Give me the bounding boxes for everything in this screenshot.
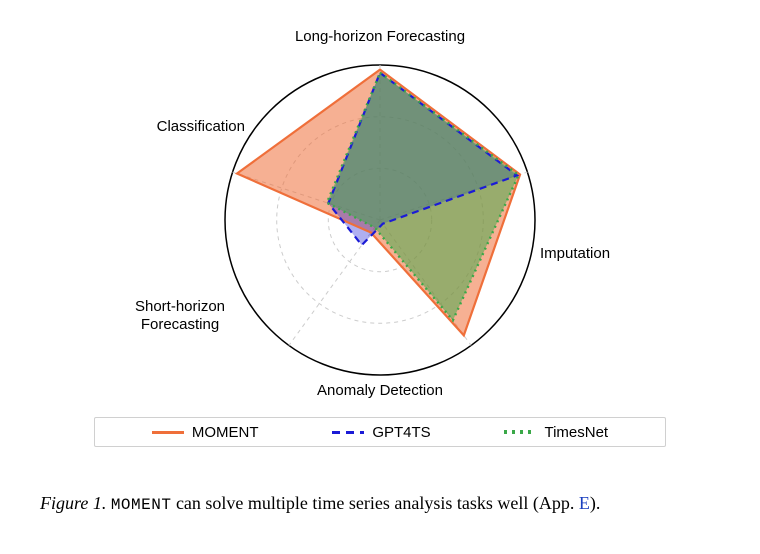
caption-model-name: MOMENT (111, 496, 172, 514)
caption-fig-label: Figure 1. (40, 493, 106, 513)
legend-label-moment: MOMENT (192, 424, 259, 441)
legend-swatch-moment (152, 431, 184, 434)
figure-caption: Figure 1. MOMENT can solve multiple time… (40, 490, 720, 517)
radar-chart: Long-horizon Forecasting Imputation Anom… (50, 10, 710, 410)
axis-label-imputation: Imputation (540, 245, 650, 263)
legend-item-gpt4ts: GPT4TS (332, 424, 430, 441)
caption-text-end: ). (590, 493, 601, 513)
axis-label-long-horizon: Long-horizon Forecasting (263, 28, 497, 46)
caption-text-mid: can solve multiple time series analysis … (171, 493, 578, 513)
legend-swatch-gpt4ts (332, 431, 364, 434)
legend-label-gpt4ts: GPT4TS (372, 424, 430, 441)
legend-item-moment: MOMENT (152, 424, 259, 441)
radar-svg (50, 10, 710, 410)
legend-swatch-timesnet (504, 430, 536, 434)
axis-label-classification: Classification (125, 118, 245, 136)
legend-label-timesnet: TimesNet (544, 424, 608, 441)
legend-item-timesnet: TimesNet (504, 424, 608, 441)
caption-ref: E (579, 493, 590, 513)
axis-label-short-horizon: Short-horizon Forecasting (115, 298, 245, 334)
axis-label-anomaly: Anomaly Detection (280, 382, 480, 400)
legend: MOMENT GPT4TS TimesNet (94, 417, 666, 447)
